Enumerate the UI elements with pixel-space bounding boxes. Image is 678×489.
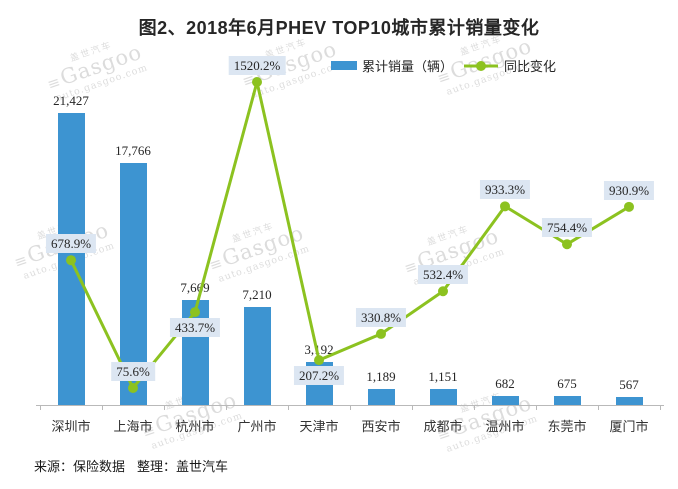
- percent-label: 330.8%: [355, 307, 407, 327]
- line-point: [252, 77, 262, 88]
- line-point: [128, 382, 138, 393]
- bar-value-label: 675: [557, 376, 577, 391]
- percent-label: 678.9%: [45, 234, 97, 254]
- source-label: 来源：: [34, 459, 74, 474]
- source-note: 来源：保险数据 整理：盖世汽车: [34, 456, 228, 475]
- bar-value-label: 567: [619, 377, 639, 392]
- bar: [429, 389, 457, 405]
- bar: [491, 396, 519, 405]
- x-axis-tick: [536, 405, 537, 410]
- line-point: [624, 201, 634, 212]
- category-label: 深圳市: [51, 419, 91, 434]
- x-axis-tick: [474, 405, 475, 410]
- x-axis-tick: [350, 405, 351, 410]
- editor-label: 整理：: [137, 459, 177, 474]
- legend-item-line: 同比变化: [463, 56, 556, 75]
- bar: [615, 397, 643, 405]
- line-point: [314, 355, 324, 366]
- bar-value-label: 1,151: [428, 369, 458, 384]
- legend-item-bars: 累计销量（辆）: [331, 56, 453, 75]
- percent-label: 433.7%: [169, 318, 221, 338]
- category-label: 东莞市: [547, 419, 587, 434]
- line-point: [376, 328, 386, 339]
- percent-label: 75.6%: [111, 361, 155, 381]
- percent-label: 754.4%: [541, 218, 593, 238]
- percent-label: 532.4%: [417, 265, 469, 285]
- chart-title: 图2、2018年6月PHEV TOP10城市累计销量变化: [138, 18, 540, 38]
- percent-label: 933.3%: [479, 180, 531, 200]
- percent-label: 1520.2%: [228, 56, 286, 76]
- legend: 累计销量（辆） 同比变化: [331, 56, 556, 75]
- bar: [553, 396, 581, 405]
- x-axis-tick: [288, 405, 289, 410]
- bar-value-label: 21,427: [53, 93, 89, 108]
- legend-bars-label: 累计销量（辆）: [362, 59, 454, 74]
- line-point: [562, 239, 572, 250]
- source-value: 保险数据: [73, 459, 126, 474]
- x-axis-tick: [40, 405, 41, 410]
- legend-line-label: 同比变化: [504, 59, 557, 74]
- x-axis-tick: [412, 405, 413, 410]
- bar-value-label: 682: [495, 376, 515, 391]
- category-label: 广州市: [237, 419, 277, 434]
- category-label: 成都市: [423, 419, 463, 434]
- line-point: [500, 201, 510, 212]
- bar-value-label: 7,210: [242, 287, 272, 302]
- line-point: [190, 307, 200, 318]
- line-series-swatch-icon: [464, 60, 499, 71]
- bar: [367, 389, 395, 405]
- category-label: 温州市: [485, 419, 525, 434]
- line-point: [66, 255, 76, 266]
- line-point: [438, 286, 448, 297]
- bar: [243, 307, 271, 405]
- bar-series-swatch-icon: [331, 61, 357, 70]
- x-axis-tick: [226, 405, 227, 410]
- bar: [181, 300, 209, 405]
- percent-label: 207.2%: [293, 366, 345, 386]
- category-label: 杭州市: [175, 419, 215, 434]
- bar-value-label: 1,189: [366, 369, 396, 384]
- category-label: 厦门市: [609, 419, 649, 434]
- x-axis-tick: [660, 405, 661, 410]
- percent-label: 930.9%: [603, 180, 655, 200]
- category-label: 上海市: [113, 419, 153, 434]
- bar-value-label: 3,192: [304, 342, 334, 357]
- x-axis-tick: [164, 405, 165, 410]
- category-label: 西安市: [361, 419, 401, 434]
- category-label: 天津市: [299, 419, 339, 434]
- editor-value: 盖世汽车: [176, 459, 229, 474]
- bar-value-label: 17,766: [115, 143, 151, 158]
- x-axis-tick: [598, 405, 599, 410]
- x-axis-tick: [102, 405, 103, 410]
